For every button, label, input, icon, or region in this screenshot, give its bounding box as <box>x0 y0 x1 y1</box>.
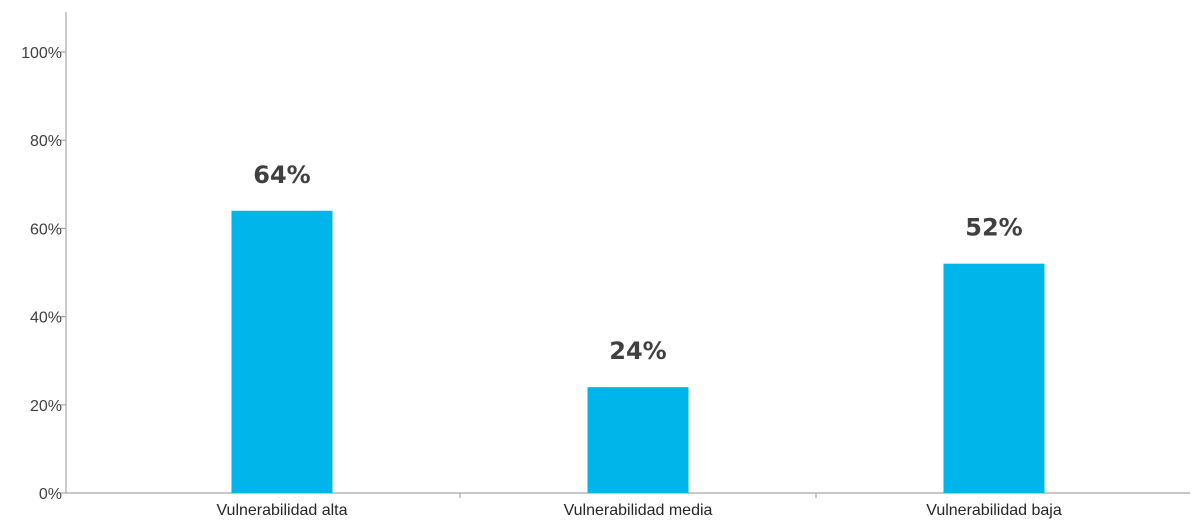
y-tick-label: 60% <box>30 221 62 238</box>
category-labels: Vulnerabilidad alta Vulnerabilidad media V… <box>216 502 1061 519</box>
x-category-label: Vulnerabilidad alta <box>216 502 347 519</box>
data-label: 24% <box>609 337 666 365</box>
y-tick-label: 80% <box>30 133 62 150</box>
bars <box>231 210 1045 493</box>
y-tick-label: 20% <box>30 398 62 415</box>
x-category-label: Vulnerabilidad baja <box>926 502 1062 519</box>
y-tick-label: 0% <box>39 486 62 503</box>
data-label: 64% <box>253 161 310 189</box>
data-label: 52% <box>965 214 1022 242</box>
x-axis <box>66 492 1190 498</box>
x-category-label: Vulnerabilidad media <box>564 502 713 519</box>
y-tick-label: 100% <box>21 45 62 62</box>
data-labels: 64% 24% 52% <box>253 161 1022 365</box>
y-axis: 0% 20% 40% 60% 80% 100% <box>21 12 67 503</box>
y-tick-label: 40% <box>30 310 62 327</box>
bar <box>587 387 689 493</box>
bar <box>943 263 1045 493</box>
bar <box>231 210 333 493</box>
